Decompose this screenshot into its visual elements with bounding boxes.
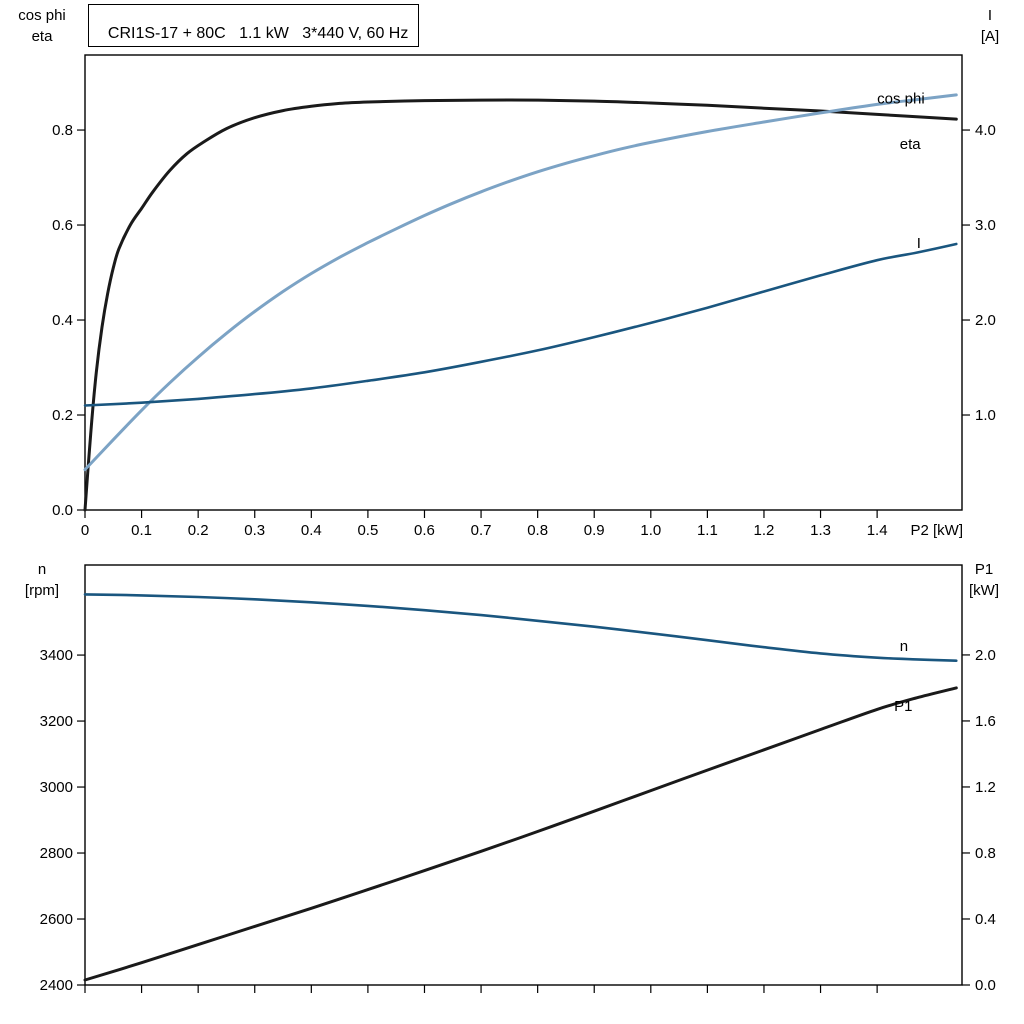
curve-eta: [83, 98, 958, 512]
y-left-tick-label: 0.2: [52, 407, 73, 424]
y-left-tick-label: 2600: [40, 911, 73, 928]
y-left-tick-label: 2800: [40, 845, 73, 862]
x-tick-label: 0.3: [244, 522, 265, 539]
x-tick-label: 0.2: [188, 522, 209, 539]
curve-cos-phi: [83, 93, 958, 472]
y-left-tick-label: 0.4: [52, 312, 73, 329]
curve-label-i: I: [917, 235, 921, 252]
plot-frame: [84, 54, 963, 511]
y-right-tick-label: 3.0: [975, 217, 996, 234]
axis-title-line: P1: [974, 561, 994, 578]
x-tick-label: 0.7: [471, 522, 492, 539]
y-left-tick-label: 2400: [40, 977, 73, 994]
x-axis-unit-label: P2 [kW]: [910, 522, 963, 539]
y-right-tick-label: 1.0: [975, 407, 996, 424]
x-tick-label: 1.2: [754, 522, 775, 539]
y-right-tick-label: 0.0: [975, 977, 996, 994]
y-left-tick-label: 0.6: [52, 217, 73, 234]
axis-title-line: eta: [31, 28, 53, 45]
curve-label-cos-phi: cos phi: [877, 90, 925, 107]
bottom-chart-left-axis-title: n [rpm]: [2, 559, 82, 601]
curve-p1: [83, 686, 958, 982]
curve-label-p1: P1: [894, 698, 912, 715]
x-tick-label: 0.4: [301, 522, 322, 539]
y-right-tick-label: 1.6: [975, 713, 996, 730]
chart-title-box: CRI1S-17 + 80C 1.1 kW 3*440 V, 60 Hz: [88, 4, 420, 47]
axis-title-line: [kW]: [969, 582, 999, 599]
top-chart: 0 0.1 0.2 0.3 0.4 0.5 0.6 0.7 0.8 0.9 1.0 1.1 1.2 1.3…: [52, 54, 996, 539]
x-tick-label: 1.3: [810, 522, 831, 539]
x-tick-label: 0.9: [584, 522, 605, 539]
x-tick-label: 0.5: [357, 522, 378, 539]
curve-label-n: n: [900, 638, 908, 655]
axis-title-line: I: [987, 7, 993, 24]
y-left-tick-label: 0.8: [52, 122, 73, 139]
x-tick-label: 1.1: [697, 522, 718, 539]
y-left-tick-label: 3400: [40, 647, 73, 664]
curve-label-eta: eta: [900, 136, 922, 153]
plot-frame: [84, 564, 963, 986]
x-tick-label: 0.6: [414, 522, 435, 539]
y-right-tick-label: 0.8: [975, 845, 996, 862]
x-tick-label: 0.8: [527, 522, 548, 539]
top-chart-left-axis-title: cos phi eta: [2, 5, 82, 47]
curve-i: [83, 242, 958, 407]
y-right-tick-label: 1.2: [975, 779, 996, 796]
x-tick-label: 0.1: [131, 522, 152, 539]
y-left-tick-label: 3200: [40, 713, 73, 730]
bottom-chart-right-axis-title: P1 [kW]: [950, 559, 1018, 601]
axis-title-line: [rpm]: [24, 582, 60, 599]
top-chart-right-axis-title: I [A]: [964, 5, 1016, 47]
y-left-tick-label: 3000: [40, 779, 73, 796]
x-tick-label: 1.4: [867, 522, 888, 539]
bottom-chart: 2400 2600 2800 3000 3200 3400 0.0 0.4 0.8 1.2 1.6 2…: [40, 564, 996, 994]
y-right-tick-label: 4.0: [975, 122, 996, 139]
curve-n: [83, 593, 958, 662]
axis-title-line: [A]: [980, 28, 1000, 45]
x-tick-label: 0: [81, 522, 89, 539]
y-right-tick-label: 2.0: [975, 312, 996, 329]
axis-title-line: n: [37, 561, 47, 578]
y-right-tick-label: 0.4: [975, 911, 996, 928]
chart-title: CRI1S-17 + 80C 1.1 kW 3*440 V, 60 Hz: [107, 25, 409, 42]
axis-title-line: cos phi: [18, 7, 66, 24]
y-left-tick-label: 0.0: [52, 502, 73, 519]
y-right-tick-label: 2.0: [975, 647, 996, 664]
x-tick-label: 1.0: [640, 522, 661, 539]
